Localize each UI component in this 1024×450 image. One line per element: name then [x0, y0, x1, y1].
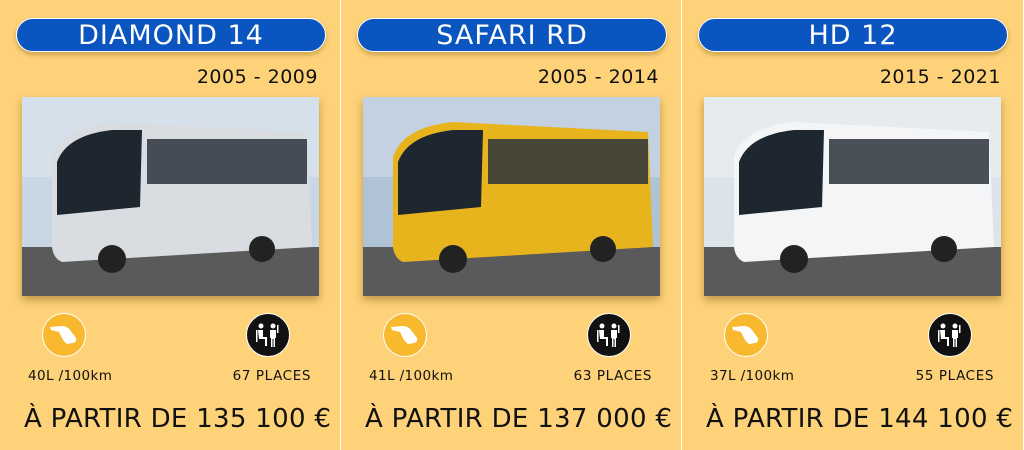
bus-photo: [22, 97, 319, 296]
fuel-consumption: 40L /100km: [28, 368, 113, 384]
seat-passenger-icon: [246, 313, 290, 357]
model-years: 2005 - 2014: [537, 66, 659, 88]
starting-price: À PARTIR DE 144 100 €: [706, 404, 1014, 434]
bus-photo: [363, 97, 660, 296]
seat-passenger-icon: [928, 313, 972, 357]
starting-price: À PARTIR DE 137 000 €: [365, 404, 673, 434]
seat-count: 63 PLACES: [573, 368, 652, 384]
fuel-pump-icon: [724, 313, 768, 357]
seat-passenger-icon: [587, 313, 631, 357]
model-years: 2005 - 2009: [196, 66, 318, 88]
starting-price: À PARTIR DE 135 100 €: [24, 404, 332, 434]
model-title[interactable]: DIAMOND 14: [16, 18, 326, 52]
fuel-pump-icon: [42, 313, 86, 357]
seat-count: 55 PLACES: [915, 368, 994, 384]
bus-card[interactable]: SAFARI RD 2005 - 2014 41L /100km 63 PLAC…: [341, 0, 682, 450]
seat-count: 67 PLACES: [232, 368, 311, 384]
bus-card[interactable]: HD 12 2015 - 2021 37L /100km 55 PLACES À…: [682, 0, 1023, 450]
model-title[interactable]: SAFARI RD: [357, 18, 667, 52]
bus-photo: [704, 97, 1001, 296]
fuel-pump-icon: [383, 313, 427, 357]
fuel-consumption: 37L /100km: [710, 368, 795, 384]
bus-card[interactable]: DIAMOND 14 2005 - 2009 40L /100km 67 PLA…: [0, 0, 341, 450]
fuel-consumption: 41L /100km: [369, 368, 454, 384]
model-years: 2015 - 2021: [879, 66, 1001, 88]
model-title[interactable]: HD 12: [698, 18, 1008, 52]
